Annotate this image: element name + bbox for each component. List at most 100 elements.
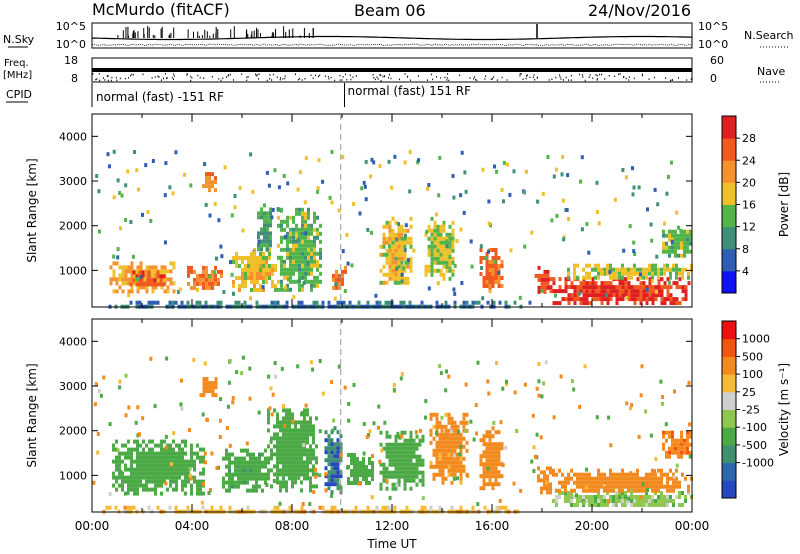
- data-cell: [587, 250, 591, 255]
- data-cell: [621, 275, 624, 280]
- data-cell: [154, 455, 157, 460]
- data-cell: [306, 456, 309, 461]
- data-cell: [388, 446, 392, 451]
- data-cell: [301, 211, 304, 216]
- data-cell: [250, 288, 253, 292]
- data-cell: [485, 264, 489, 268]
- data-cell: [636, 480, 639, 485]
- data-cell: [259, 264, 262, 268]
- data-cell: [451, 260, 455, 265]
- data-cell: [316, 259, 319, 264]
- nave-point: [282, 78, 284, 80]
- data-cell: [136, 269, 140, 274]
- data-cell: [276, 416, 279, 421]
- data-cell: [444, 476, 448, 481]
- data-cell: [116, 247, 120, 252]
- nave-point: [469, 77, 471, 79]
- data-cell: [642, 289, 646, 294]
- data-cell: [138, 432, 141, 437]
- nave-point: [440, 77, 442, 79]
- nave-point: [301, 79, 303, 81]
- data-cell: [485, 474, 489, 479]
- data-cell: [362, 469, 365, 473]
- data-cell: [607, 499, 611, 504]
- data-cell: [124, 475, 127, 480]
- data-cell: [208, 389, 212, 394]
- data-cell: [600, 267, 603, 272]
- data-cell: [160, 491, 163, 496]
- data-cell: [433, 236, 437, 241]
- data-cell: [657, 503, 660, 507]
- data-cell: [157, 475, 160, 480]
- data-cell: [394, 244, 398, 249]
- data-cell: [535, 432, 539, 437]
- data-cell: [427, 248, 431, 253]
- data-cell: [121, 487, 124, 492]
- data-cell: [388, 256, 392, 261]
- nave-point: [496, 79, 498, 81]
- data-cell: [382, 470, 386, 475]
- data-cell: [543, 478, 546, 483]
- data-cell: [181, 471, 184, 476]
- data-cell: [135, 300, 139, 305]
- data-cell: [430, 244, 434, 249]
- data-cell: [686, 430, 689, 435]
- data-cell: [662, 233, 665, 238]
- data-cell: [240, 480, 243, 485]
- data-cell: [300, 456, 303, 461]
- data-cell: [157, 455, 160, 460]
- data-cell: [400, 474, 404, 479]
- data-cell: [163, 277, 167, 282]
- data-cell: [195, 300, 199, 305]
- data-cell: [485, 430, 489, 435]
- data-cell: [618, 267, 621, 272]
- data-cell: [609, 472, 612, 477]
- data-cell: [233, 194, 237, 198]
- nave-point: [327, 75, 329, 78]
- data-cell: [549, 277, 553, 282]
- data-cell: [294, 424, 297, 429]
- data-cell: [271, 280, 274, 284]
- data-cell: [663, 297, 667, 302]
- nave-point: [562, 79, 564, 81]
- data-cell: [567, 285, 571, 290]
- data-cell: [500, 284, 504, 288]
- data-cell: [115, 479, 118, 484]
- y-axis-label: Slant Range [km]: [25, 158, 39, 262]
- data-cell: [674, 442, 677, 447]
- data-cell: [184, 439, 187, 444]
- colorbar-tick-label: 20: [742, 176, 756, 189]
- data-cell: [388, 450, 392, 455]
- data-cell: [130, 269, 134, 274]
- data-cell: [316, 263, 319, 268]
- data-cell: [442, 228, 446, 233]
- data-cell: [657, 267, 660, 272]
- data-cell: [453, 291, 457, 296]
- data-cell: [479, 272, 483, 276]
- data-cell: [498, 498, 502, 503]
- nave-point: [618, 73, 620, 76]
- data-cell: [585, 263, 588, 268]
- data-cell: [675, 476, 678, 481]
- data-cell: [680, 245, 683, 250]
- data-cell: [371, 469, 374, 473]
- data-cell: [579, 495, 582, 499]
- data-cell: [444, 434, 448, 439]
- data-cell: [304, 263, 307, 268]
- data-cell: [421, 478, 425, 483]
- data-cell: [447, 472, 451, 477]
- data-cell: [660, 495, 663, 499]
- nave-point: [276, 76, 278, 78]
- data-cell: [313, 247, 316, 252]
- data-cell: [181, 463, 184, 468]
- data-cell: [684, 289, 688, 294]
- data-cell: [260, 247, 263, 252]
- data-cell: [384, 300, 388, 305]
- data-cell: [202, 389, 206, 394]
- data-cell: [412, 248, 416, 253]
- data-cell: [166, 463, 169, 468]
- data-cell: [204, 300, 208, 305]
- data-cell: [231, 396, 235, 401]
- data-cell: [393, 154, 397, 159]
- data-cell: [570, 503, 573, 507]
